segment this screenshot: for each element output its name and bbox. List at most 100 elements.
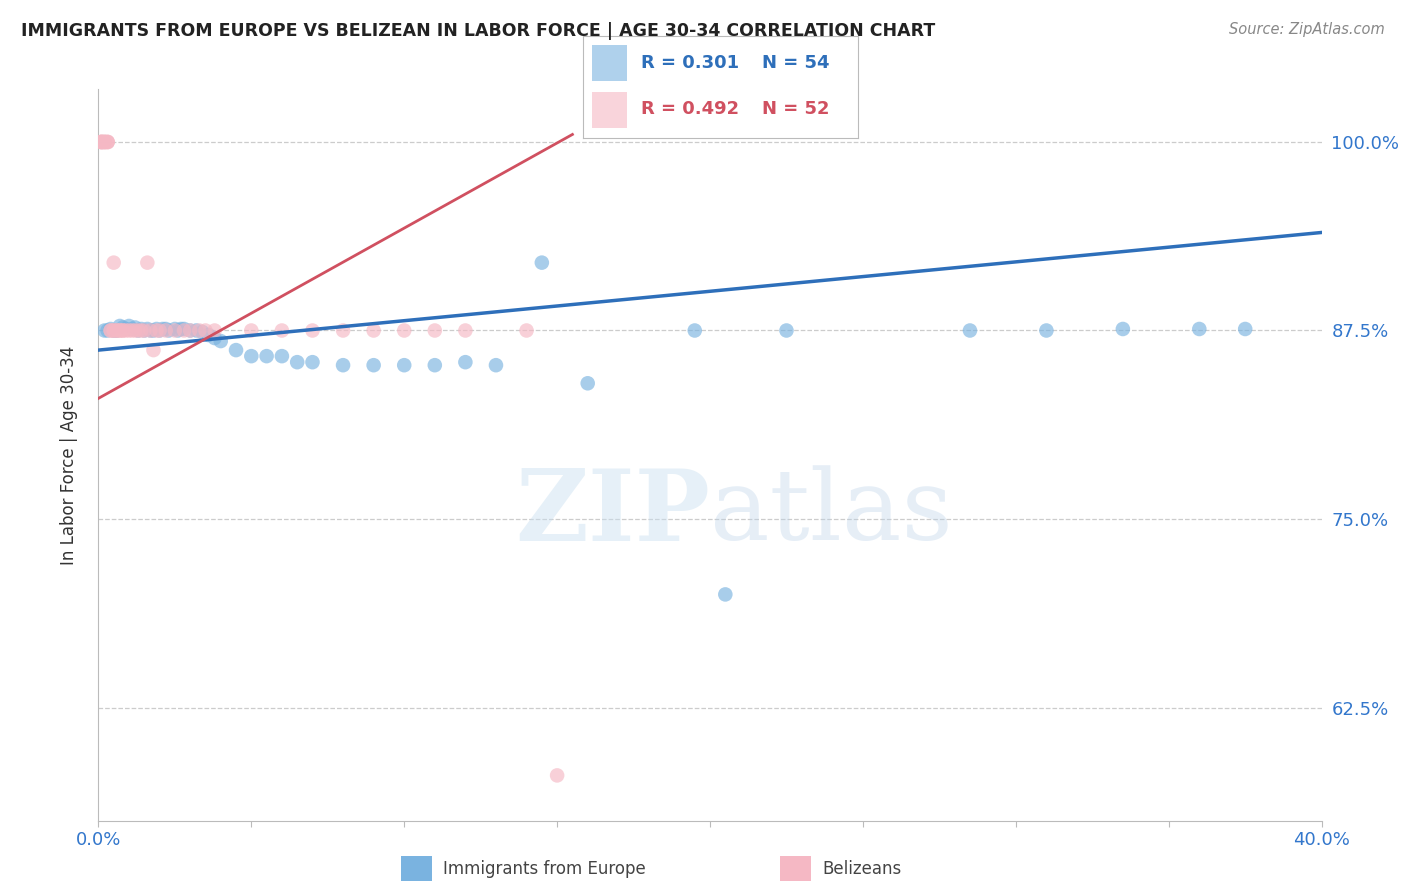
Point	[111, 320, 134, 334]
Point	[163, 322, 186, 336]
Point	[93, 135, 115, 149]
Point	[392, 324, 416, 338]
Point	[108, 324, 131, 338]
Point	[209, 334, 232, 348]
Y-axis label: In Labor Force | Age 30-34: In Labor Force | Age 30-34	[59, 345, 77, 565]
Text: IMMIGRANTS FROM EUROPE VS BELIZEAN IN LABOR FORCE | AGE 30-34 CORRELATION CHART: IMMIGRANTS FROM EUROPE VS BELIZEAN IN LA…	[21, 22, 935, 40]
Point	[93, 135, 115, 149]
Point	[363, 358, 385, 372]
Point	[97, 135, 120, 149]
Point	[240, 324, 263, 338]
Point	[683, 324, 706, 338]
Point	[100, 324, 122, 338]
Point	[163, 324, 186, 338]
Point	[103, 324, 125, 338]
Point	[90, 135, 112, 149]
Point	[105, 324, 128, 338]
Point	[139, 324, 162, 338]
Point	[194, 324, 217, 338]
Point	[576, 376, 599, 391]
Point	[124, 320, 146, 334]
Point	[270, 324, 292, 338]
Point	[157, 324, 180, 338]
Point	[363, 324, 385, 338]
Point	[105, 324, 128, 338]
Point	[103, 324, 125, 338]
Point	[332, 358, 354, 372]
Text: Belizeans: Belizeans	[823, 860, 901, 878]
Point	[775, 324, 797, 338]
Point	[145, 322, 167, 336]
Point	[152, 322, 174, 336]
Point	[197, 328, 219, 343]
Point	[179, 324, 201, 338]
Point	[93, 135, 115, 149]
Point	[285, 355, 308, 369]
Point	[142, 343, 165, 357]
Point	[103, 255, 125, 269]
Point	[149, 324, 172, 338]
Point	[139, 324, 162, 338]
Point	[301, 324, 323, 338]
Point	[118, 324, 141, 338]
Text: N = 52: N = 52	[762, 100, 830, 118]
Point	[1188, 322, 1211, 336]
Point	[179, 324, 201, 338]
Point	[111, 324, 134, 338]
Point	[134, 324, 156, 338]
Point	[103, 324, 125, 338]
Point	[270, 349, 292, 363]
Point	[188, 324, 211, 338]
Point	[1035, 324, 1057, 338]
Point	[204, 331, 226, 345]
Point	[155, 324, 177, 338]
Point	[173, 322, 195, 336]
Point	[115, 322, 138, 336]
Point	[191, 325, 214, 339]
Point	[149, 324, 172, 338]
Point	[129, 324, 152, 338]
Point	[485, 358, 508, 372]
Text: Source: ZipAtlas.com: Source: ZipAtlas.com	[1229, 22, 1385, 37]
Point	[121, 322, 143, 336]
Point	[97, 135, 120, 149]
Point	[240, 349, 263, 363]
Point	[714, 587, 737, 601]
Point	[115, 324, 138, 338]
Point	[145, 324, 167, 338]
Point	[127, 324, 149, 338]
Point	[454, 355, 477, 369]
Point	[97, 324, 120, 338]
Point	[108, 324, 131, 338]
Point	[225, 343, 247, 357]
Point	[142, 324, 165, 338]
Text: atlas: atlas	[710, 466, 953, 561]
Text: ZIP: ZIP	[515, 465, 710, 562]
Point	[100, 322, 122, 336]
Point	[256, 349, 278, 363]
Point	[204, 324, 226, 338]
Point	[392, 358, 416, 372]
Point	[1112, 322, 1135, 336]
Point	[90, 135, 112, 149]
Point	[516, 324, 538, 338]
Text: R = 0.301: R = 0.301	[641, 54, 740, 72]
Point	[100, 324, 122, 338]
Point	[118, 318, 141, 333]
Bar	[592, 45, 627, 81]
Point	[90, 135, 112, 149]
Point	[423, 324, 446, 338]
Point	[1234, 322, 1257, 336]
Point	[301, 355, 323, 369]
Point	[136, 322, 159, 336]
Point	[454, 324, 477, 338]
Point	[111, 324, 134, 338]
Point	[530, 255, 553, 269]
Point	[173, 324, 195, 338]
Point	[90, 135, 112, 149]
Point	[170, 322, 193, 336]
Point	[959, 324, 981, 338]
Point	[134, 324, 156, 338]
Point	[136, 255, 159, 269]
Text: R = 0.492: R = 0.492	[641, 100, 740, 118]
